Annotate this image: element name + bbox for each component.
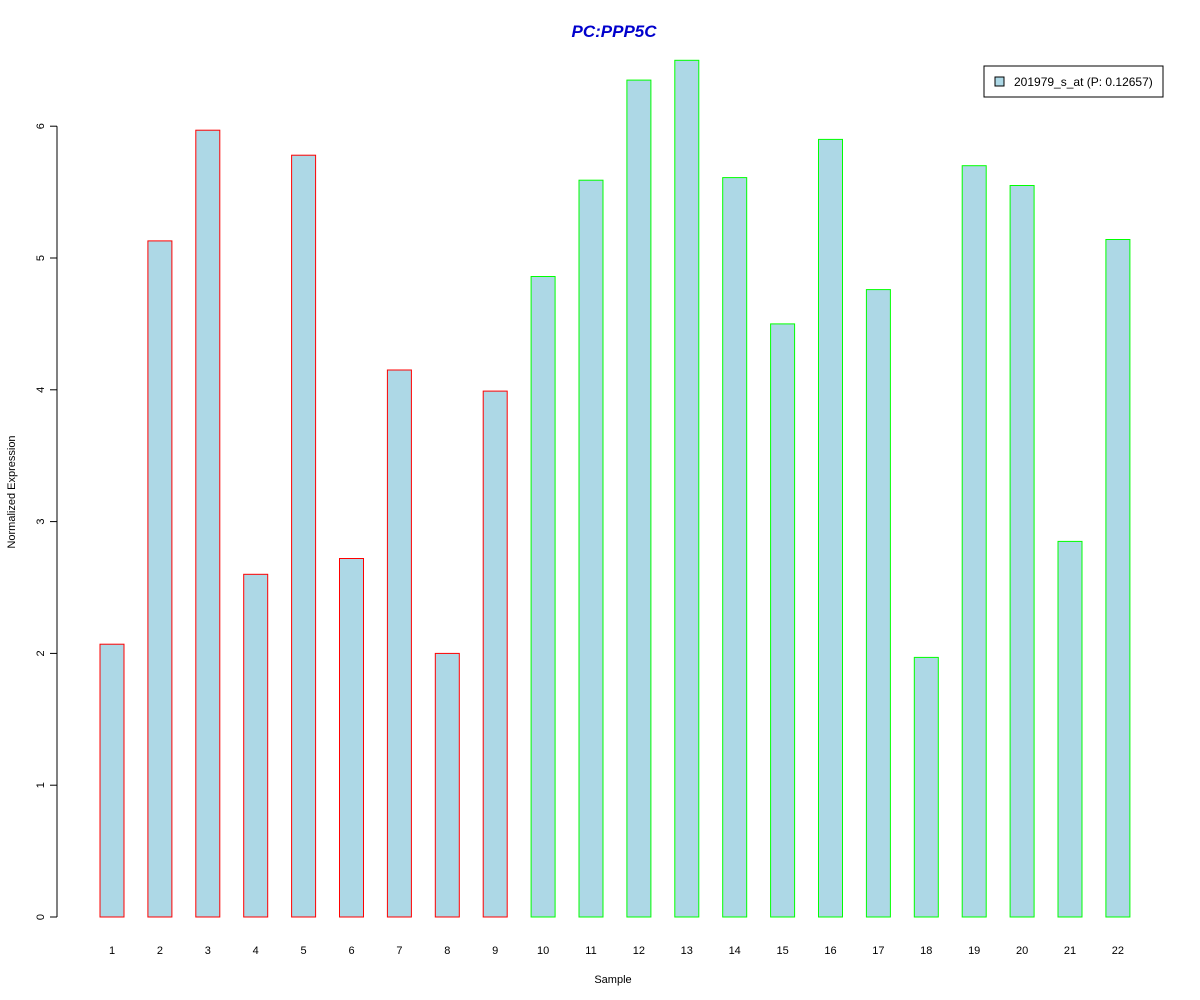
x-tick-label: 16 [824, 945, 836, 957]
y-tick-label: 0 [35, 914, 47, 920]
x-tick-label: 17 [872, 945, 884, 957]
y-tick-label: 6 [35, 123, 47, 129]
bar-sample-2 [147, 240, 173, 918]
bar-sample-3 [195, 129, 221, 918]
bar-sample-15 [770, 323, 796, 918]
x-tick-label: 10 [537, 945, 549, 957]
legend: 201979_s_at (P: 0.12657) [983, 65, 1164, 98]
y-axis: 0 1 2 3 4 5 6 [35, 123, 58, 920]
legend-label: 201979_s_at (P: 0.12657) [1014, 75, 1153, 89]
bar-sample-11 [578, 179, 604, 918]
bar-sample-5 [291, 154, 317, 918]
bar-sample-17 [865, 289, 891, 918]
bar-sample-4 [243, 573, 269, 918]
bar-sample-13 [674, 59, 700, 918]
x-axis-label: Sample [594, 974, 631, 986]
y-tick-label: 2 [35, 650, 47, 656]
bars-group [99, 59, 1131, 918]
x-tick-label: 9 [492, 945, 498, 957]
bar-sample-18 [913, 656, 939, 918]
y-tick-label: 3 [35, 519, 47, 525]
x-tick-label: 3 [205, 945, 211, 957]
bar-sample-22 [1105, 239, 1131, 918]
legend-box [983, 65, 1164, 98]
x-tick-label: 18 [920, 945, 932, 957]
legend-swatch [994, 76, 1005, 87]
bar-sample-8 [434, 652, 460, 918]
bar-sample-10 [530, 276, 556, 918]
x-tick-label: 21 [1064, 945, 1076, 957]
x-tick-label: 2 [157, 945, 163, 957]
x-tick-label: 22 [1112, 945, 1124, 957]
x-tick-label: 6 [348, 945, 354, 957]
bar-sample-1 [99, 643, 125, 918]
x-tick-label: 20 [1016, 945, 1028, 957]
bar-sample-21 [1057, 540, 1083, 918]
x-tick-label: 15 [776, 945, 788, 957]
x-axis-labels: 1 2 3 4 5 6 7 8 9 10 11 12 13 14 15 16 17 18 19 20 21 22 [109, 945, 1124, 957]
x-tick-label: 1 [109, 945, 115, 957]
x-tick-label: 11 [585, 945, 596, 957]
y-tick-label: 1 [35, 782, 47, 788]
x-tick-label: 7 [396, 945, 402, 957]
x-tick-label: 8 [444, 945, 450, 957]
bar-sample-14 [722, 177, 748, 918]
x-tick-label: 14 [729, 945, 741, 957]
x-tick-label: 13 [681, 945, 693, 957]
bar-sample-6 [339, 558, 364, 918]
chart-title: PC:PPP5C [571, 22, 657, 41]
bar-sample-20 [1009, 185, 1035, 918]
x-tick-label: 5 [301, 945, 307, 957]
x-tick-label: 12 [633, 945, 645, 957]
bar-sample-9 [482, 390, 508, 918]
bar-sample-7 [386, 369, 412, 918]
bar-sample-16 [818, 138, 843, 918]
bar-sample-19 [961, 165, 987, 918]
bar-sample-12 [626, 79, 652, 918]
x-tick-label: 19 [968, 945, 980, 957]
y-tick-label: 5 [35, 255, 47, 261]
y-tick-label: 4 [35, 387, 47, 393]
y-axis-label: Normalized Expression [6, 435, 18, 548]
x-tick-label: 4 [253, 945, 259, 957]
